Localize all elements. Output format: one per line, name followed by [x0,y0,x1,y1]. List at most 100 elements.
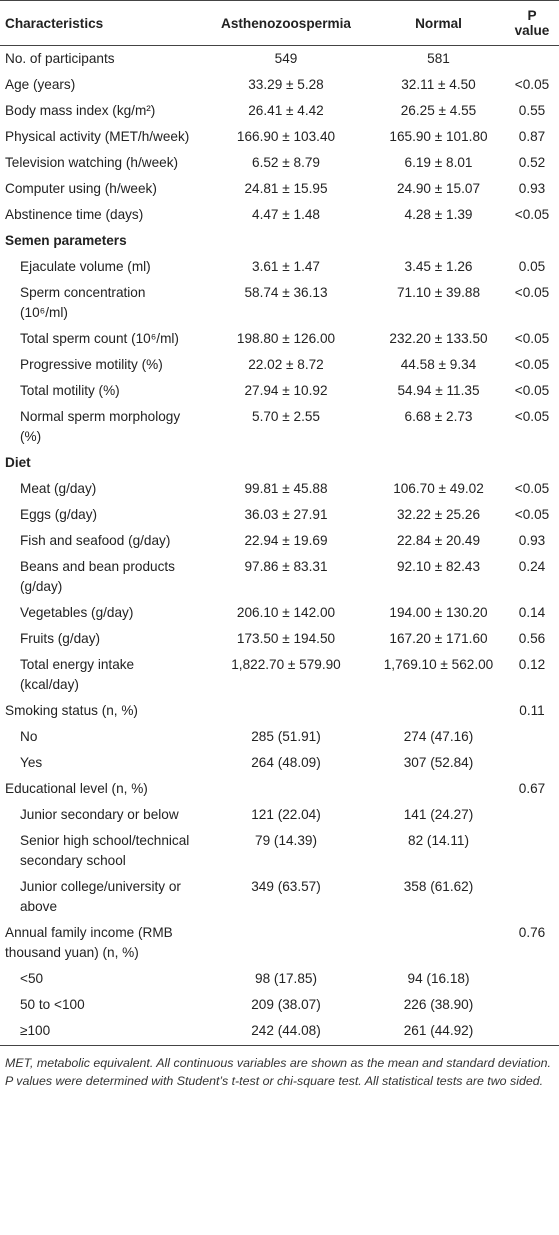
table-cell: 198.80 ± 126.00 [236,331,336,346]
row-label: Annual family income (RMB thousand yuan)… [5,925,173,960]
table-cell [505,966,559,992]
table-cell: 121 (22.04) [251,807,321,822]
row-label: Computer using (h/week) [5,181,157,196]
table-cell: <0.05 [514,207,550,222]
table-cell: 98 (17.85) [255,971,317,986]
table-cell [200,698,372,724]
table-cell: 242 (44.08) [200,1018,372,1046]
table-row: Meat (g/day) 99.81 ± 45.88 106.70 ± 49.02 <… [0,476,559,502]
table-row: Fish and seafood (g/day) 22.94 ± 19.69 22.… [0,528,559,554]
table-row: Progressive motility (%) 22.02 ± 8.72 44.5… [0,352,559,378]
header-cell: Asthenozoospermia [200,0,372,46]
table-row: Sperm concentration (10⁶/ml) 58.74 ± 36.1… [0,280,559,326]
row-label: ≥100 [0,1018,200,1046]
row-label: Junior secondary or below [20,807,179,822]
table-cell: 0.52 [518,155,546,170]
table-row: Senior high school/technical secondary s… [0,828,559,874]
row-label: Physical activity (MET/h/week) [5,129,190,144]
table-cell: 99.81 ± 45.88 [244,481,328,496]
table-row: Vegetables (g/day) 206.10 ± 142.00 194.00 … [0,600,559,626]
table-cell: 6.52 ± 8.79 [252,155,320,170]
table-cell: 97.86 ± 83.31 [244,559,328,574]
table-cell [505,750,559,776]
table-cell: 141 (24.27) [403,807,474,822]
table-cell [505,992,559,1018]
table-cell [372,776,505,802]
table-cell: 22.02 ± 8.72 [248,357,324,372]
table-cell [505,724,559,750]
table-cell: <0.05 [514,285,550,300]
table-cell [372,698,505,724]
table-cell: 3.45 ± 1.26 [404,259,473,274]
table-cell [200,776,372,802]
footnote: MET, metabolic equivalent. All continuou… [5,1056,551,1088]
row-label: Fruits (g/day) [20,631,101,646]
table-cell: 36.03 ± 27.91 [244,507,328,522]
table-row: 50 to <100 209 (38.07) 226 (38.90) [0,992,559,1018]
table-cell [200,450,372,476]
header-cell: P value [505,0,559,46]
row-label: Age (years) [5,77,76,92]
row-label: Sperm concentration (10⁶/ml) [20,285,146,320]
table-cell [505,46,559,73]
table-cell [505,450,559,476]
table-row: ≥100 242 (44.08) 261 (44.92) [0,1018,559,1046]
table-cell: 32.22 ± 25.26 [396,507,481,522]
row-label: Diet [5,455,31,470]
table-row: Educational level (n, %) 0.67 [0,776,559,802]
table-cell: <0.05 [514,383,550,398]
table-cell: 0.56 [518,631,546,646]
table-row: Normal sperm morphology (%) 5.70 ± 2.55 6.… [0,404,559,450]
table-cell: 82 (14.11) [408,833,469,848]
row-label: Progressive motility (%) [20,357,163,372]
table-row: Age (years) 33.29 ± 5.28 32.11 ± 4.50 <0.05 [0,72,559,98]
table-cell: 349 (63.57) [251,879,321,894]
table-cell: 0.12 [518,657,546,672]
table-cell: 0.11 [519,703,545,718]
table-cell [505,802,559,828]
table-row: Semen parameters [0,228,559,254]
table-cell [200,228,372,254]
table-cell: 0.55 [518,103,546,118]
table-cell: 261 (44.92) [372,1018,505,1046]
row-label: Vegetables (g/day) [20,605,134,620]
table-cell: 27.94 ± 10.92 [244,383,328,398]
row-label: Educational level (n, %) [5,781,148,796]
row-label: 50 to <100 [20,997,85,1012]
table-cell [372,228,505,254]
table-cell [505,874,559,920]
table-cell: 4.47 ± 1.48 [252,207,320,222]
table-row: Total energy intake (kcal/day) 1,822.70 ±… [0,652,559,698]
table-cell: 0.76 [518,925,546,940]
table-row: Abstinence time (days) 4.47 ± 1.48 4.28 ± … [0,202,559,228]
table-row: Junior secondary or below 121 (22.04) 141 … [0,802,559,828]
row-label: Total energy intake (kcal/day) [20,657,135,692]
table-cell: 194.00 ± 130.20 [389,605,488,620]
table-cell: 274 (47.16) [403,729,474,744]
data-table: Characteristics Asthenozoospermia Normal P … [0,0,559,1046]
table-row: No. of participants 549 581 [0,46,559,73]
table-row: Television watching (h/week) 6.52 ± 8.79 6… [0,150,559,176]
table-row: Physical activity (MET/h/week) 166.90 ± 1… [0,124,559,150]
table-cell: 6.19 ± 8.01 [404,155,473,170]
table-cell: 24.90 ± 15.07 [396,181,481,196]
table-cell: 0.67 [518,781,546,796]
table-cell: 33.29 ± 5.28 [248,77,324,92]
table-row: Smoking status (n, %) 0.11 [0,698,559,724]
header-cell: Characteristics [0,0,200,46]
table-cell: 166.90 ± 103.40 [236,129,336,144]
table-cell: 0.05 [518,259,546,274]
table-cell [505,228,559,254]
table-cell: 167.20 ± 171.60 [389,631,488,646]
table-cell: 26.25 ± 4.55 [400,103,477,118]
table-body: No. of participants 549 581 Age (years) 33.2… [0,46,559,1046]
table-cell: 22.84 ± 20.49 [396,533,481,548]
table-cell: 0.87 [518,129,546,144]
table-cell: 173.50 ± 194.50 [236,631,336,646]
table-cell: 0.24 [518,559,546,574]
table-cell: 232.20 ± 133.50 [389,331,488,346]
table-row: <50 98 (17.85) 94 (16.18) [0,966,559,992]
table-cell: <0.05 [514,331,550,346]
table-cell: 285 (51.91) [251,729,321,744]
table-cell: 3.61 ± 1.47 [252,259,320,274]
